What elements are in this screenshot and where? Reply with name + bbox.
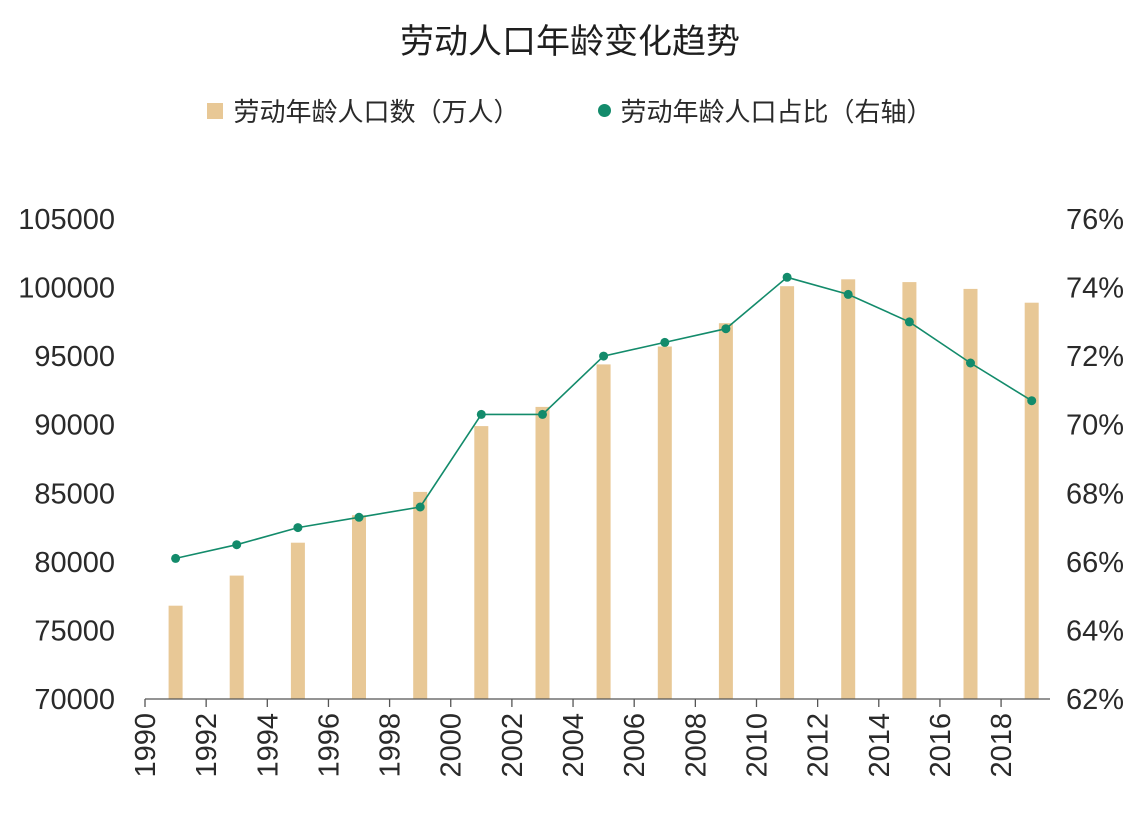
bar-1995	[290, 542, 305, 699]
y-left-ticks: 70000 75000 80000 85000 90000 95000 100000 1050…	[18, 204, 115, 716]
bar-2005	[596, 364, 611, 699]
legend-dot-swatch	[597, 104, 611, 117]
x-tick-label: 1994	[252, 713, 284, 778]
share-point-2009	[721, 324, 731, 334]
share-point-2011	[782, 272, 792, 282]
share-point-1991	[171, 553, 181, 563]
bar-2007	[657, 346, 672, 699]
x-tick-label: 1996	[313, 713, 345, 778]
x-tick-label: 2016	[925, 713, 957, 778]
share-point-2019	[1027, 396, 1037, 406]
bar-2013	[841, 279, 856, 699]
share-point-2015	[904, 317, 914, 327]
bar-2011	[780, 286, 795, 699]
y-right-tick-label: 74%	[1066, 273, 1124, 305]
share-point-1993	[232, 540, 242, 550]
share-point-2013	[843, 289, 853, 299]
share-point-2003	[538, 409, 547, 419]
bar-series	[168, 279, 1039, 699]
legend-label-workforce-share: 劳动年龄人口占比（右轴）	[620, 98, 933, 128]
line-series	[171, 272, 1037, 563]
y-right-tick-label: 70%	[1066, 410, 1124, 442]
x-tick-label: 2006	[619, 713, 651, 778]
share-point-2005	[599, 351, 609, 361]
x-tick-label: 2002	[497, 713, 529, 778]
y-left-tick-label: 70000	[34, 684, 115, 716]
legend: 劳动年龄人口数（万人） 劳动年龄人口占比（右轴）	[0, 92, 1140, 129]
y-left-tick-label: 100000	[18, 273, 115, 305]
share-point-1999	[415, 502, 425, 512]
bar-2015	[902, 282, 917, 699]
x-tick-label: 1998	[375, 713, 407, 778]
bar-1991	[168, 605, 183, 699]
x-tick-label: 1992	[191, 713, 223, 778]
bar-1999	[413, 491, 428, 699]
bar-2009	[718, 323, 733, 699]
y-left-tick-label: 95000	[34, 341, 115, 373]
y-left-tick-label: 85000	[34, 478, 115, 510]
share-point-2007	[660, 337, 670, 347]
bar-1997	[352, 515, 366, 699]
legend-bar-swatch	[207, 102, 224, 119]
x-axis: 1990 1992 1994 1996 1998 2000 2002 2004 2006 2008…	[130, 698, 1050, 778]
bar-1993	[229, 575, 244, 699]
y-left-tick-label: 80000	[34, 547, 115, 579]
y-left-tick-label: 90000	[34, 410, 115, 442]
y-right-tick-label: 64%	[1066, 615, 1124, 647]
bar-2019	[1024, 302, 1039, 699]
legend-item-workforce-share: 劳动年龄人口占比（右轴）	[597, 92, 933, 129]
y-right-tick-label: 72%	[1066, 341, 1124, 373]
x-tick-label: 2014	[864, 713, 896, 778]
legend-item-workforce-count: 劳动年龄人口数（万人）	[207, 92, 520, 129]
y-right-tick-label: 66%	[1066, 547, 1124, 579]
x-tick-label: 1990	[130, 713, 162, 778]
share-point-1997	[354, 512, 364, 522]
y-left-tick-label: 105000	[18, 204, 115, 236]
y-right-tick-label: 62%	[1066, 684, 1124, 716]
share-point-2001	[476, 409, 486, 419]
x-tick-label: 2000	[436, 713, 468, 778]
share-point-2017	[966, 358, 975, 368]
chart-title: 劳动人口年龄变化趋势	[400, 22, 740, 62]
x-tick-label: 2012	[803, 713, 835, 778]
bar-2001	[474, 426, 489, 699]
bar-2017	[963, 288, 978, 699]
bar-2003	[535, 406, 550, 699]
y-right-ticks: 62% 64% 66% 68% 70% 72% 74% 76%	[1066, 204, 1124, 716]
x-tick-label: 2004	[558, 713, 590, 778]
x-tick-label: 2008	[680, 713, 712, 778]
x-tick-label: 2018	[986, 713, 1018, 778]
y-left-tick-label: 75000	[34, 615, 115, 647]
x-tick-label: 2010	[741, 713, 773, 778]
share-point-1995	[293, 523, 303, 533]
legend-label-workforce-count: 劳动年龄人口数（万人）	[233, 98, 520, 128]
y-right-tick-label: 68%	[1066, 478, 1124, 510]
y-right-tick-label: 76%	[1066, 204, 1124, 236]
